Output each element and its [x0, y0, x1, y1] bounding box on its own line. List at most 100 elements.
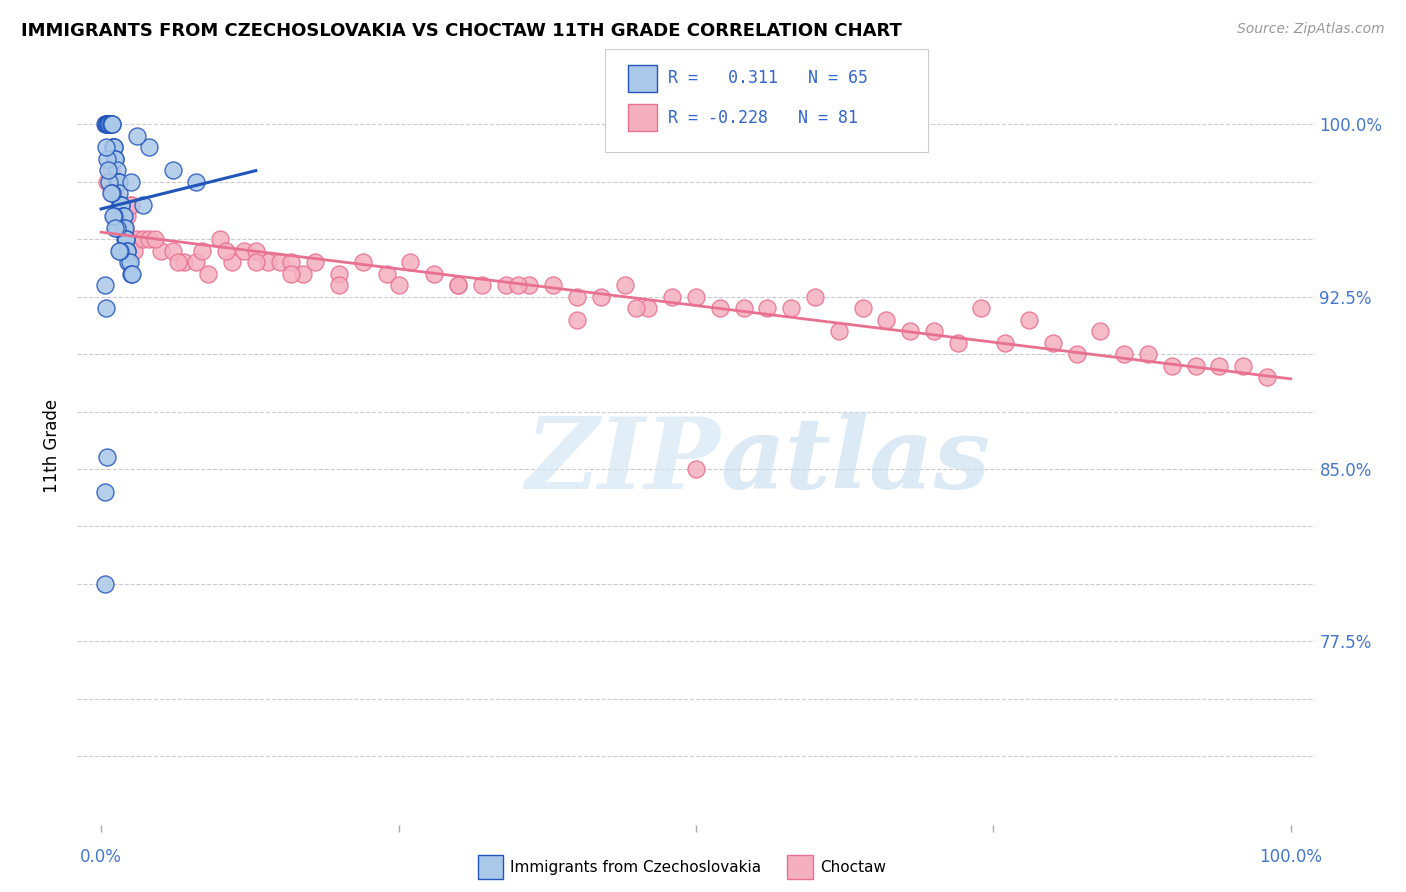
Point	[96, 117, 118, 131]
Point	[121, 267, 143, 281]
Point	[375, 267, 398, 281]
Point	[100, 117, 122, 131]
Point	[98, 175, 121, 189]
Point	[1160, 359, 1182, 373]
Point	[804, 290, 827, 304]
Point	[221, 255, 243, 269]
Point	[1208, 359, 1230, 373]
Point	[96, 152, 118, 166]
Text: atlas: atlas	[721, 413, 991, 509]
Point	[1018, 312, 1040, 326]
Point	[93, 485, 115, 500]
Point	[447, 278, 470, 293]
Point	[269, 255, 291, 269]
Point	[709, 301, 731, 315]
Point	[101, 209, 124, 223]
Point	[114, 232, 136, 246]
Point	[97, 163, 120, 178]
Point	[197, 267, 219, 281]
Point	[108, 198, 131, 212]
Point	[685, 462, 707, 476]
Point	[114, 220, 136, 235]
Point	[565, 290, 588, 304]
Text: ZIP: ZIP	[526, 413, 721, 509]
Point	[94, 117, 117, 131]
Point	[101, 117, 124, 131]
Point	[1256, 370, 1278, 384]
Point	[613, 278, 636, 293]
Point	[114, 220, 136, 235]
Point	[519, 278, 541, 293]
Text: IMMIGRANTS FROM CZECHOSLOVAKIA VS CHOCTAW 11TH GRADE CORRELATION CHART: IMMIGRANTS FROM CZECHOSLOVAKIA VS CHOCTA…	[21, 22, 903, 40]
Point	[120, 175, 142, 189]
Point	[120, 198, 142, 212]
Point	[97, 117, 120, 131]
Point	[132, 198, 155, 212]
Point	[117, 244, 139, 258]
Point	[115, 232, 138, 246]
Point	[98, 117, 121, 131]
Point	[922, 324, 945, 338]
Point	[111, 209, 134, 223]
Point	[125, 128, 148, 143]
Point	[105, 163, 128, 178]
Point	[661, 290, 683, 304]
Point	[506, 278, 529, 293]
Point	[108, 198, 131, 212]
Point	[1114, 347, 1136, 361]
Point	[209, 232, 232, 246]
Point	[1232, 359, 1254, 373]
Point	[328, 278, 350, 293]
Point	[138, 140, 160, 154]
Point	[994, 335, 1017, 350]
Point	[1066, 347, 1088, 361]
Point	[423, 267, 446, 281]
Text: R =   0.311   N = 65: R = 0.311 N = 65	[668, 70, 868, 87]
Point	[115, 232, 138, 246]
Point	[97, 117, 120, 131]
Point	[120, 198, 142, 212]
Point	[93, 577, 115, 591]
Point	[117, 255, 139, 269]
Point	[103, 140, 125, 154]
Point	[104, 186, 127, 201]
Point	[103, 209, 125, 223]
Point	[256, 255, 278, 269]
Point	[101, 186, 124, 201]
Point	[96, 450, 118, 465]
Point	[565, 312, 588, 326]
Point	[186, 255, 208, 269]
Point	[245, 255, 267, 269]
Point	[173, 255, 195, 269]
Point	[149, 244, 172, 258]
Text: 100.0%: 100.0%	[1260, 848, 1322, 866]
Point	[191, 244, 214, 258]
Point	[387, 278, 409, 293]
Point	[733, 301, 755, 315]
Point	[1184, 359, 1206, 373]
Point	[112, 220, 135, 235]
Point	[108, 244, 131, 258]
Point	[352, 255, 374, 269]
Text: 0.0%: 0.0%	[80, 848, 122, 866]
Text: Choctaw: Choctaw	[820, 860, 886, 874]
Point	[946, 335, 969, 350]
Point	[93, 117, 115, 131]
Point	[215, 244, 238, 258]
Point	[292, 267, 315, 281]
Point	[143, 232, 166, 246]
Point	[637, 301, 659, 315]
Point	[162, 244, 184, 258]
Point	[1137, 347, 1160, 361]
Text: R = -0.228   N = 81: R = -0.228 N = 81	[668, 109, 858, 127]
Point	[104, 152, 127, 166]
Text: Source: ZipAtlas.com: Source: ZipAtlas.com	[1237, 22, 1385, 37]
Point	[107, 175, 129, 189]
Point	[120, 267, 142, 281]
Point	[101, 117, 124, 131]
Point	[245, 244, 267, 258]
Point	[100, 186, 122, 201]
Point	[626, 301, 648, 315]
Point	[328, 267, 350, 281]
Point	[108, 209, 131, 223]
